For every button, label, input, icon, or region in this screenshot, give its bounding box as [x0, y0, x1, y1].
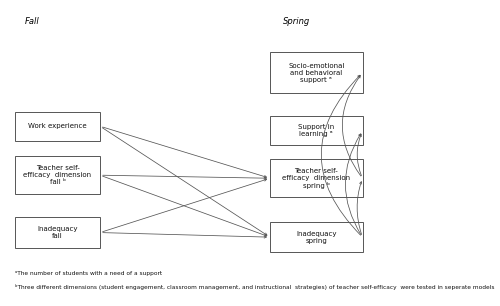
Text: Inadequacy
fall: Inadequacy fall [37, 226, 78, 239]
Text: Teacher self-
efficacy  dimension
fall ᵇ: Teacher self- efficacy dimension fall ᵇ [24, 165, 92, 185]
Text: Support in
learning ᵃ: Support in learning ᵃ [298, 124, 335, 137]
Bar [15, 112, 100, 141]
Bar [270, 159, 362, 197]
Text: ᵇThree different dimensions (student engagement, classroom management, and instr: ᵇThree different dimensions (student eng… [15, 284, 494, 290]
Bar [270, 52, 362, 93]
Text: Teacher self-
efficacy  dimension
spring ᵇ: Teacher self- efficacy dimension spring … [282, 168, 350, 189]
Text: Inadequacy
spring: Inadequacy spring [296, 231, 337, 244]
Text: ᵃThe number of students with a need of a support: ᵃThe number of students with a need of a… [15, 271, 162, 276]
Bar [270, 222, 362, 252]
Text: Fall: Fall [25, 17, 40, 26]
Bar [270, 116, 362, 145]
Text: Work experience: Work experience [28, 123, 87, 129]
Text: Spring: Spring [282, 17, 310, 26]
Bar [15, 217, 100, 248]
Text: Socio-emotional
and behavioral
support ᵃ: Socio-emotional and behavioral support ᵃ [288, 63, 344, 83]
Bar [15, 156, 100, 194]
